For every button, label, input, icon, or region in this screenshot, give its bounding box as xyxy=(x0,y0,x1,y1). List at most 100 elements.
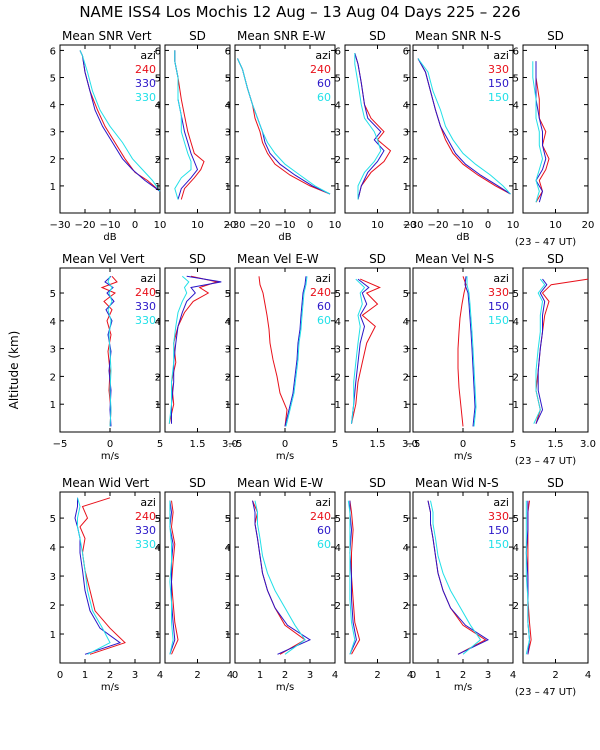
y-tick-label: 2 xyxy=(403,155,409,166)
x-tick-label: −10 xyxy=(274,220,295,231)
series-line-red xyxy=(174,50,205,200)
x-tick-label: 5 xyxy=(157,439,163,450)
y-tick-label: 3 xyxy=(403,345,409,356)
legend-header: azi xyxy=(315,272,331,285)
y-tick-label: 2 xyxy=(50,372,56,383)
series-line-blue xyxy=(284,276,307,427)
legend-entry: 60 xyxy=(317,538,331,551)
x-tick-label: 10 xyxy=(191,220,204,231)
panel-title: SD xyxy=(189,476,206,490)
panel-sd-vel-ns: SD 1 2 3 4 5 1.5 3.0 (23 – 47 UT) xyxy=(513,252,596,467)
x-tick-label: 2 xyxy=(552,670,558,681)
x-tick-label: −30 xyxy=(402,220,423,231)
x-axis-label: dB xyxy=(103,232,116,243)
series-line-cyan xyxy=(533,278,546,424)
y-tick-label: 4 xyxy=(513,543,519,554)
y-tick-label: 1 xyxy=(225,630,231,641)
x-tick-label: 1 xyxy=(435,670,441,681)
x-tick-label: 1.5 xyxy=(370,439,386,450)
series-line-blue xyxy=(349,500,357,655)
x-axis-label: m/s xyxy=(454,682,472,693)
x-tick-label: −5 xyxy=(406,439,421,450)
panel-title: SD xyxy=(189,252,206,266)
series-line-cyan xyxy=(466,276,477,427)
series-line-blue xyxy=(464,276,476,427)
x-tick-label: 4 xyxy=(227,670,233,681)
y-tick-label: 5 xyxy=(403,514,409,525)
legend-entry: 150 xyxy=(488,91,509,104)
legend-header: azi xyxy=(493,49,509,62)
y-tick-label: 4 xyxy=(513,101,519,112)
series-line-blue xyxy=(427,500,490,655)
y-tick-label: 4 xyxy=(225,543,231,554)
y-tick-label: 3 xyxy=(50,128,56,139)
y-tick-label: 1 xyxy=(403,182,409,193)
x-tick-label: 2 xyxy=(282,670,288,681)
y-tick-label: 4 xyxy=(403,543,409,554)
y-tick-label: 1 xyxy=(155,400,161,411)
panel-sd-snr-ns: SD 1 2 3 4 5 6 10 20 (23 – 47 UT) xyxy=(513,29,595,248)
plot-frame xyxy=(344,44,411,214)
y-tick-label: 2 xyxy=(50,155,56,166)
x-axis-label: m/s xyxy=(454,451,472,462)
legend-entry: 240 xyxy=(135,63,156,76)
legend-entry: 330 xyxy=(488,510,509,523)
x-tick-label: 0 xyxy=(107,439,113,450)
legend-entry: 240 xyxy=(310,286,331,299)
legend-entry: 330 xyxy=(488,286,509,299)
series-line-blue xyxy=(171,275,222,424)
time-note: (23 – 47 UT) xyxy=(515,237,576,248)
panel-sd-wid-ns: SD 1 2 3 4 5 2 4 (23 – 47 UT) xyxy=(513,476,592,698)
x-tick-label: 1.5 xyxy=(548,439,564,450)
y-tick-label: 4 xyxy=(155,317,161,328)
panel-sd-wid-vert: SD 1 2 3 4 5 2 4 xyxy=(155,476,234,681)
series-line-blue xyxy=(351,278,370,424)
x-tick-label: 2 xyxy=(460,670,466,681)
x-tick-label: 3.0 xyxy=(402,439,418,450)
y-axis-label: Altitude (km) xyxy=(7,331,21,410)
x-tick-label: 4 xyxy=(332,670,338,681)
y-tick-label: 5 xyxy=(513,74,519,85)
x-tick-label: 4 xyxy=(585,670,591,681)
series-line-red xyxy=(351,278,381,424)
y-tick-label: 6 xyxy=(155,46,161,57)
x-tick-label: −5 xyxy=(228,439,243,450)
series-line-cyan xyxy=(169,500,174,655)
x-tick-label: 10 xyxy=(329,220,342,231)
legend-entry: 330 xyxy=(135,77,156,90)
legend-entry: 60 xyxy=(317,300,331,313)
y-tick-label: 1 xyxy=(50,182,56,193)
y-tick-label: 4 xyxy=(403,317,409,328)
series-line-cyan xyxy=(168,275,190,424)
y-tick-label: 4 xyxy=(513,317,519,328)
y-tick-label: 4 xyxy=(335,543,341,554)
series-line-cyan xyxy=(417,58,511,195)
legend-header: azi xyxy=(315,496,331,509)
x-tick-label: 20 xyxy=(582,220,595,231)
x-tick-label: −20 xyxy=(427,220,448,231)
y-tick-label: 5 xyxy=(513,514,519,525)
legend-entry: 330 xyxy=(135,91,156,104)
panel-title: Mean Vel E-W xyxy=(237,252,319,266)
x-tick-label: 2 xyxy=(374,670,380,681)
y-tick-label: 3 xyxy=(50,572,56,583)
y-tick-label: 3 xyxy=(403,128,409,139)
y-tick-label: 2 xyxy=(335,372,341,383)
x-axis-label: dB xyxy=(278,232,291,243)
y-tick-label: 6 xyxy=(50,46,56,57)
panel-title: SD xyxy=(369,252,386,266)
y-tick-label: 2 xyxy=(225,601,231,612)
x-tick-label: 5 xyxy=(510,439,516,450)
series-line-cyan xyxy=(79,50,161,192)
y-tick-label: 2 xyxy=(513,601,519,612)
series-line-blue xyxy=(79,50,161,192)
series-line-cyan xyxy=(354,53,382,200)
y-tick-label: 4 xyxy=(155,543,161,554)
y-tick-label: 3 xyxy=(335,128,341,139)
